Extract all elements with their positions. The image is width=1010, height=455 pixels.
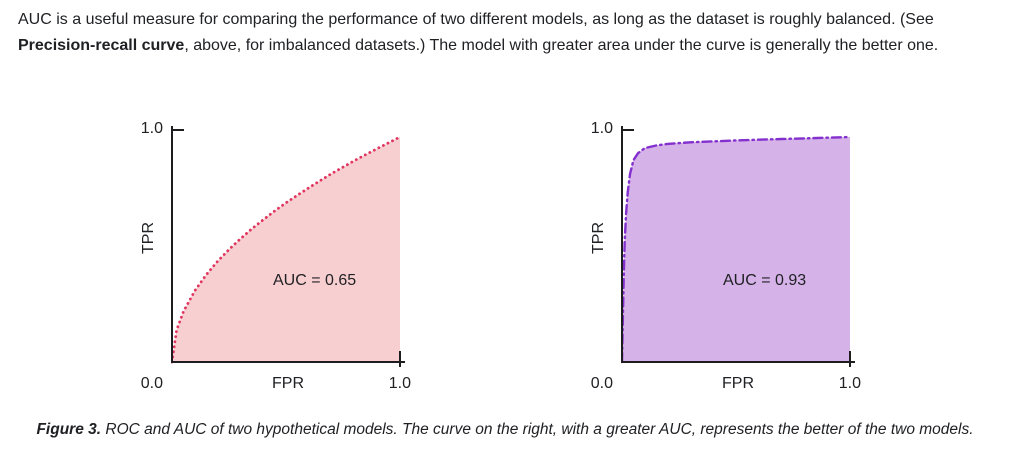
figure-caption: Figure 3. ROC and AUC of two hypothetica… bbox=[0, 421, 1010, 439]
auc-annotation: AUC = 0.93 bbox=[723, 272, 807, 289]
x-axis-title: FPR bbox=[272, 375, 304, 392]
plot-area: AUC = 0.93 bbox=[621, 126, 855, 370]
y-tick-label-max: 1.0 bbox=[590, 120, 613, 137]
x-axis-label-row: FPR 1.0 bbox=[621, 370, 861, 400]
figure-label: Figure 3. bbox=[36, 421, 102, 438]
y-tick-label-max: 1.0 bbox=[140, 120, 163, 137]
x-axis-label-row: FPR 1.0 bbox=[171, 370, 411, 400]
precision-recall-curve-ref: Precision-recall curve bbox=[18, 37, 185, 54]
roc-curve-line bbox=[621, 135, 852, 364]
roc-area-fill bbox=[172, 137, 400, 362]
plot-area: AUC = 0.65 bbox=[171, 126, 405, 370]
roc-area-fill bbox=[622, 137, 850, 362]
x-tick-label-max: 1.0 bbox=[388, 375, 411, 392]
y-axis-title: TPR bbox=[590, 222, 607, 255]
y-axis-label-column: 1.0 TPR bbox=[127, 120, 171, 370]
origin-tick-label: 0.0 bbox=[140, 375, 163, 392]
roc-plot-svg bbox=[171, 126, 405, 367]
intro-line-2-rest: , above, for imbalanced datasets.) The m… bbox=[184, 37, 939, 54]
intro-paragraph: AUC is a useful measure for comparing th… bbox=[18, 7, 938, 59]
origin-label-cell: 0.0 bbox=[577, 370, 621, 400]
auc-annotation: AUC = 0.65 bbox=[273, 272, 357, 289]
roc-chart-left: 1.0 TPR AUC = 0.65 0.0 FPR 1.0 bbox=[127, 120, 411, 400]
x-axis-title: FPR bbox=[722, 375, 754, 392]
intro-line-2: Precision-recall curve, above, for imbal… bbox=[18, 33, 938, 59]
roc-plot-svg bbox=[621, 126, 855, 367]
roc-curve-line bbox=[171, 135, 402, 364]
roc-charts-row: 1.0 TPR AUC = 0.65 0.0 FPR 1.0 1.0 TPR bbox=[127, 120, 861, 400]
y-axis-title: TPR bbox=[140, 222, 157, 255]
x-tick-label-max: 1.0 bbox=[838, 375, 861, 392]
origin-tick-label: 0.0 bbox=[590, 375, 613, 392]
roc-chart-right: 1.0 TPR AUC = 0.93 0.0 FPR 1.0 bbox=[577, 120, 861, 400]
intro-line-1: AUC is a useful measure for comparing th… bbox=[18, 11, 934, 28]
y-axis-label-column: 1.0 TPR bbox=[577, 120, 621, 370]
origin-label-cell: 0.0 bbox=[127, 370, 171, 400]
figure-caption-text: ROC and AUC of two hypothetical models. … bbox=[101, 421, 974, 438]
